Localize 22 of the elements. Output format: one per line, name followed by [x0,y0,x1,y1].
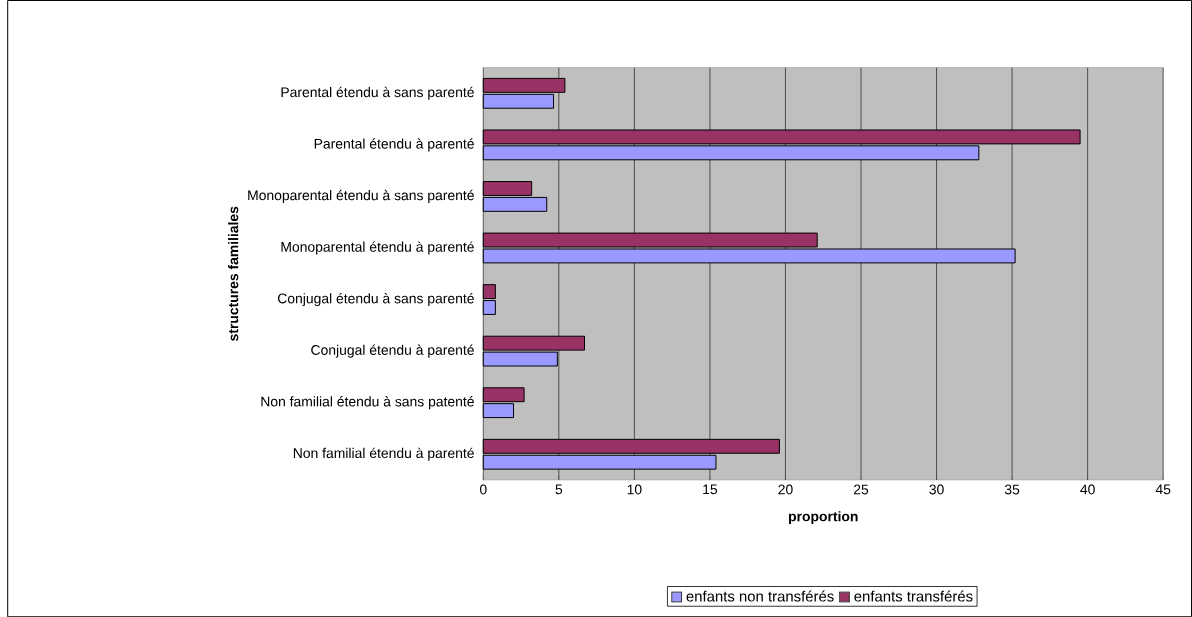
x-tick-label: 0 [479,484,487,495]
x-tick-label: 40 [1080,484,1095,495]
x-tick-label: 25 [853,484,869,495]
x-tick-label: 45 [1155,484,1171,495]
x-tick-label: 10 [627,484,642,495]
x-tick-label: 15 [703,484,718,495]
x-tick-label: 35 [1004,484,1020,495]
x-tick-label: 20 [778,484,793,495]
y-tick-label: Non familial étendu à parenté [293,447,474,461]
y-tick-label: Non familial étendu à sans patenté [261,395,474,410]
y-tick-label: Parental étendu à parenté [314,138,474,152]
x-axis-title: proportion [788,511,858,524]
y-tick-label: Monoparental étendu à sans parenté [248,189,474,203]
legend-label: enfants transférés [854,590,973,602]
x-tick-label: 5 [555,484,563,495]
y-axis-title: structures familiales [228,206,239,341]
y-tick-label: Monoparental étendu à parenté [281,241,474,255]
y-tick-label: Conjugal étendu à parenté [311,344,474,358]
x-tick-label: 30 [929,484,944,495]
y-tick-label: Conjugal étendu à sans parenté [277,292,474,306]
y-tick-label: Parental étendu à sans parenté [281,86,474,100]
legend-label: enfants non transférés [686,590,834,602]
